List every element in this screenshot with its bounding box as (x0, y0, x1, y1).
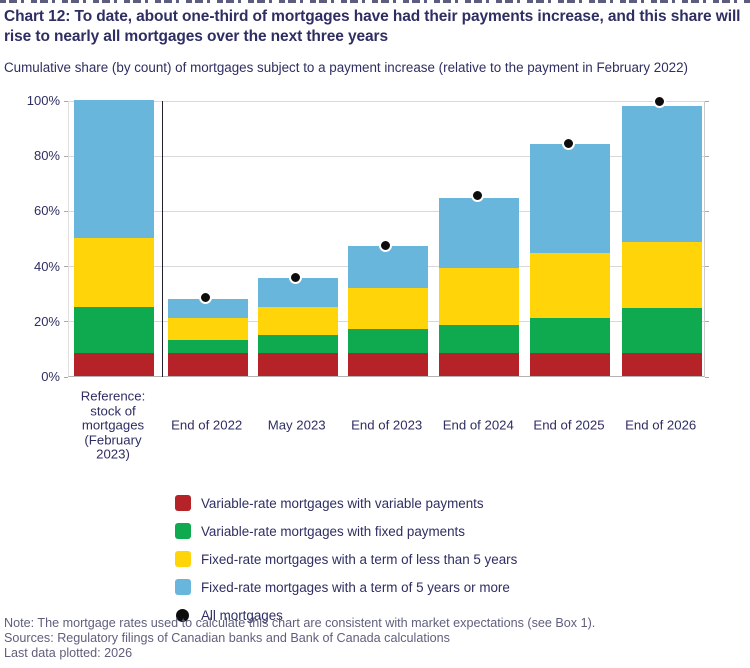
bar-segment (530, 144, 610, 254)
y-tick-label: 100% (26, 93, 60, 108)
all-mortgages-dot (561, 136, 575, 150)
axis-tick (64, 321, 68, 323)
x-axis-label: End of 2023 (351, 417, 423, 433)
bar-segment (74, 100, 154, 238)
footer-notes: Note: The mortgage rates used to calcula… (4, 616, 749, 662)
axis-tick (64, 210, 68, 212)
bar-segment (621, 308, 702, 353)
axis-tick (705, 210, 709, 212)
bar-segment (74, 238, 154, 307)
axis-tick (705, 100, 709, 102)
legend-label: Variable-rate mortgages with variable pa… (201, 495, 484, 511)
gridline (69, 210, 704, 212)
bar-segment (74, 352, 154, 376)
bar-segment (74, 307, 154, 353)
axis-tick (64, 155, 68, 157)
legend-label: Fixed-rate mortgages with a term of less… (201, 551, 518, 567)
y-tick-label: 0% (41, 369, 60, 384)
bar-segment (257, 334, 338, 353)
plot-area (64, 95, 709, 378)
legend-item: Variable-rate mortgages with fixed payme… (175, 517, 517, 545)
stacked-bar (347, 246, 428, 376)
bar-segment (439, 268, 520, 325)
axis-tick (705, 376, 709, 378)
all-mortgages-dot (379, 238, 393, 252)
clipped-text-strip (0, 0, 750, 3)
bar-segment (167, 340, 248, 353)
x-axis-label: End of 2025 (533, 417, 605, 433)
legend-swatch (175, 579, 191, 595)
legend-label: Fixed-rate mortgages with a term of 5 ye… (201, 579, 510, 595)
axis-tick (705, 321, 709, 323)
bar-segment (347, 329, 428, 353)
axis-tick (64, 376, 68, 378)
x-axis-label: End of 2022 (171, 417, 243, 433)
footer-last-plotted: Last data plotted: 2026 (4, 646, 133, 661)
x-axis-label: May 2023 (267, 417, 326, 433)
legend-swatch (175, 495, 191, 511)
stacked-bar (439, 198, 520, 376)
stacked-bar (167, 298, 248, 376)
bar-segment (167, 298, 248, 319)
x-axis-label: Reference: stock of mortgages (February … (80, 388, 146, 462)
bar-segment (167, 352, 248, 376)
axis-tick (705, 266, 709, 268)
bar-segment (347, 352, 428, 376)
y-tick-label: 60% (33, 203, 60, 219)
reference-separator-line (162, 101, 163, 377)
bar-segment (530, 253, 610, 319)
all-mortgages-dot (653, 95, 667, 109)
legend-dot-swatch (176, 608, 189, 622)
legend-swatch (175, 523, 191, 539)
legend-label: All mortgages (201, 607, 283, 623)
all-mortgages-dot (470, 189, 484, 203)
legend-item: Variable-rate mortgages with variable pa… (175, 489, 517, 517)
bar-segment (530, 352, 610, 376)
chart-title: Chart 12: To date, about one-third of mo… (4, 8, 741, 45)
bar-segment (439, 198, 520, 269)
bar-segment (621, 105, 702, 243)
bar-segment (621, 352, 702, 376)
x-axis-label: End of 2024 (442, 417, 514, 433)
bar-segment (347, 246, 428, 288)
y-tick-label: 20% (33, 313, 60, 329)
bar-segment (621, 242, 702, 309)
bar-segment (439, 324, 520, 353)
bar-segment (257, 352, 338, 376)
axis-tick (705, 155, 709, 157)
legend: Variable-rate mortgages with variable pa… (175, 489, 517, 629)
axis-tick (64, 100, 68, 102)
all-mortgages-dot (199, 291, 213, 305)
legend-item-all-mortgages: All mortgages (175, 601, 517, 629)
bar-segment (347, 287, 428, 330)
bar-segment (439, 352, 520, 376)
x-axis-label: End of 2026 (625, 417, 697, 433)
bar-segment (167, 318, 248, 341)
bar-segment (257, 307, 338, 335)
legend-item: Fixed-rate mortgages with a term of less… (175, 545, 517, 573)
legend-swatch (175, 551, 191, 567)
stacked-bar (257, 278, 338, 376)
x-axis-labels: Reference: stock of mortgages (February … (68, 387, 705, 465)
footer-note: Note: The mortgage rates used to calcula… (4, 616, 596, 630)
gridline (69, 100, 704, 102)
all-mortgages-dot (289, 270, 303, 284)
legend-label: Variable-rate mortgages with fixed payme… (201, 523, 465, 539)
footer-sources: Sources: Regulatory filings of Canadian … (4, 631, 450, 646)
stacked-bar (621, 105, 702, 376)
gridline (69, 155, 704, 157)
legend-item: Fixed-rate mortgages with a term of 5 ye… (175, 573, 517, 601)
stacked-bar (530, 144, 610, 376)
axis-tick (64, 266, 68, 268)
y-tick-label: 80% (33, 148, 60, 164)
y-tick-label: 40% (33, 258, 60, 274)
stacked-bar (74, 100, 154, 376)
chart-subtitle: Cumulative share (by count) of mortgages… (4, 60, 689, 75)
bar-segment (530, 318, 610, 353)
